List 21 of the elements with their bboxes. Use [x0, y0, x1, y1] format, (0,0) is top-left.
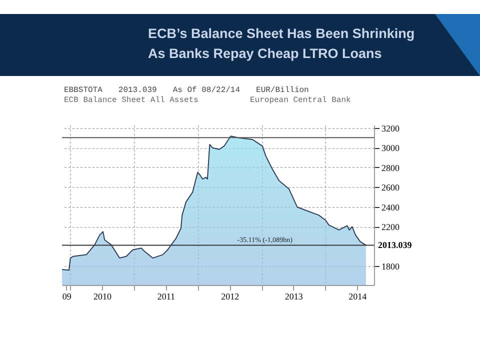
text: 2013.039 — [118, 86, 157, 95]
y-tick-label: 2200 — [382, 222, 400, 232]
x-tick-label: 2012 — [221, 292, 240, 302]
text: European Central Bank — [250, 96, 351, 105]
x-tick-label: 09 — [62, 292, 72, 302]
y-tick-label: 2800 — [382, 162, 400, 173]
x-tick-label: 2014 — [348, 292, 368, 302]
text: As Of 08/22/14 — [172, 86, 240, 95]
text: EBBSTOTA — [64, 86, 102, 95]
y-tick-label: 3200 — [382, 123, 400, 134]
y-tick-label: 3000 — [382, 143, 400, 154]
chart-subtitle: ECB Balance Sheet All Assets — [64, 96, 198, 105]
x-tick-label: 2010 — [93, 292, 112, 302]
y-tick-label: 1800 — [382, 262, 400, 272]
chart-title: ECB’s Balance Sheet Has Been Shrinking As Banks Repay Cheap LTRO Loans — [148, 25, 416, 63]
text: EUR/Billion — [256, 86, 309, 95]
x-tick-label: 2011 — [157, 292, 176, 302]
ref-line-label: 2013.039 — [378, 240, 412, 250]
x-tick-label: 2013 — [284, 292, 304, 302]
y-tick-label: 2400 — [382, 202, 400, 212]
y-tick-label: 2600 — [382, 182, 400, 193]
